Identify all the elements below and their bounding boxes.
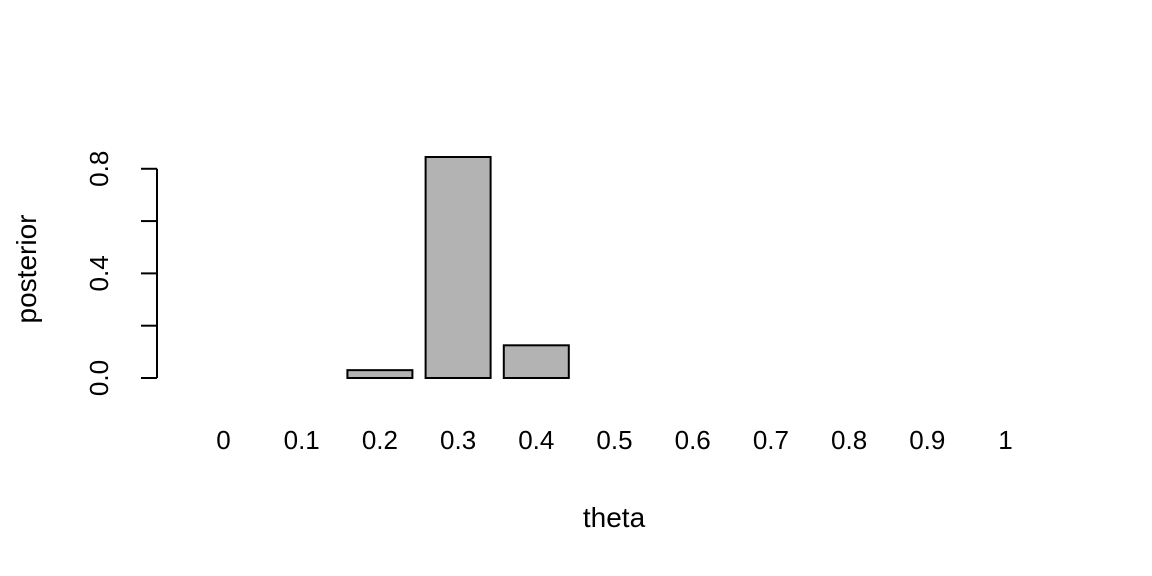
y-tick-label: 0.0 bbox=[84, 360, 114, 396]
x-tick-label: 1 bbox=[998, 425, 1012, 455]
bar bbox=[346, 369, 414, 379]
x-tick-labels: 0 0.1 0.2 0.3 0.4 0.5 0.6 0.7 0.8 0.9 1 bbox=[216, 425, 1012, 455]
x-tick-label: 0.6 bbox=[675, 425, 711, 455]
bars bbox=[346, 156, 570, 379]
x-tick-label: 0.8 bbox=[831, 425, 867, 455]
y-tick-label: 0.4 bbox=[84, 255, 114, 291]
y-axis-label: posterior bbox=[11, 215, 42, 324]
x-tick-label: 0 bbox=[216, 425, 230, 455]
bar bbox=[424, 156, 492, 379]
x-tick-label: 0.7 bbox=[753, 425, 789, 455]
x-tick-label: 0.3 bbox=[440, 425, 476, 455]
x-tick-label: 0.5 bbox=[596, 425, 632, 455]
bar bbox=[502, 344, 570, 379]
x-axis-label: theta bbox=[583, 502, 646, 533]
x-tick-label: 0.4 bbox=[518, 425, 554, 455]
y-tick-label: 0.8 bbox=[84, 151, 114, 187]
x-tick-label: 0.2 bbox=[362, 425, 398, 455]
x-tick-label: 0.1 bbox=[284, 425, 320, 455]
y-axis: 0.0 0.4 0.8 bbox=[84, 151, 158, 396]
x-tick-label: 0.9 bbox=[909, 425, 945, 455]
